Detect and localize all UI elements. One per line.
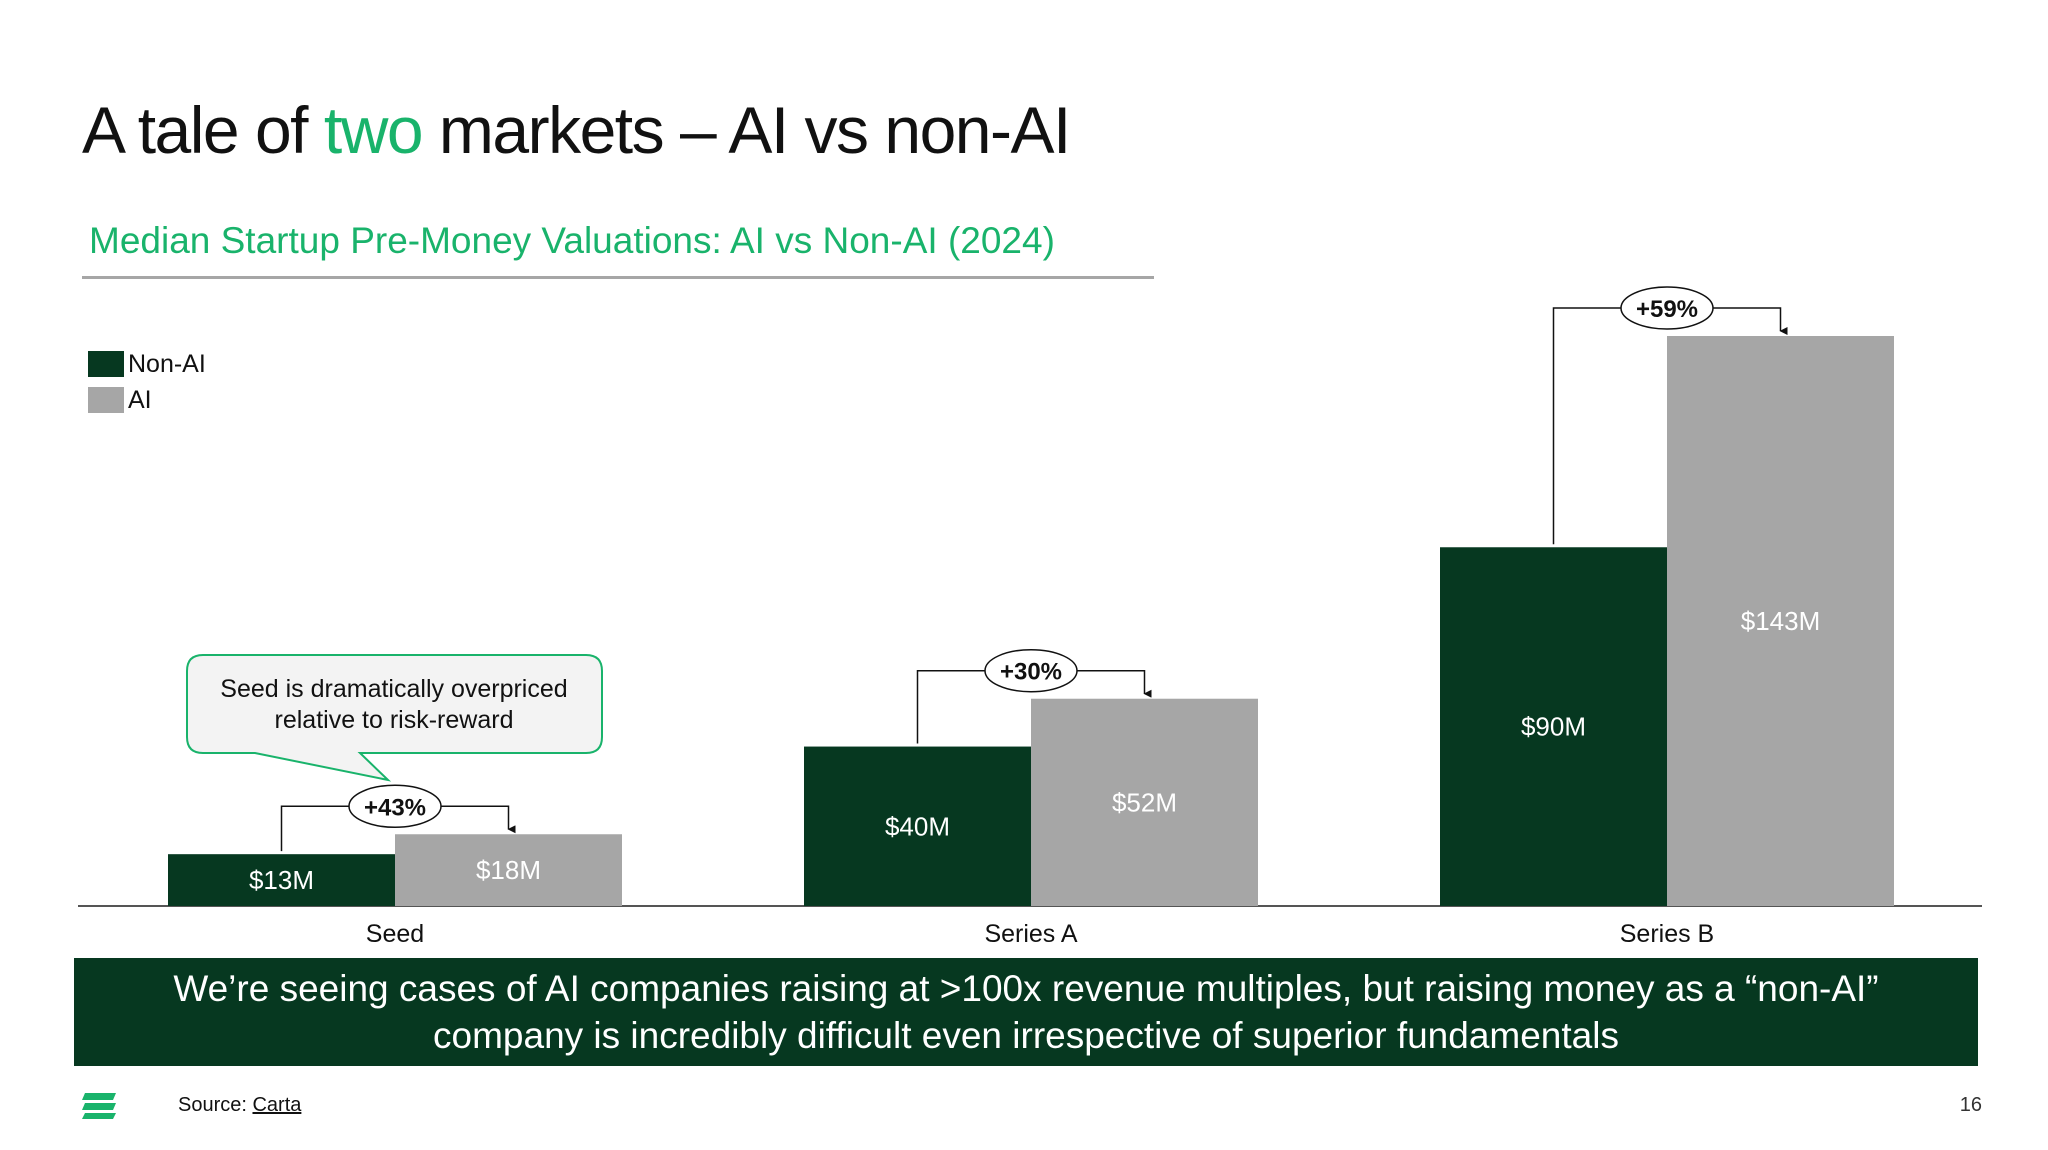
- source-note: Source: Carta: [178, 1094, 301, 1117]
- bar-non-ai-3: [1440, 547, 1667, 906]
- x-tick-label-3: Series B: [1620, 920, 1714, 948]
- key-message-line-1: We’re seeing cases of AI companies raisi…: [173, 968, 1879, 1009]
- growth-label-2: +30%: [1000, 659, 1062, 686]
- growth-label-1: +43%: [364, 794, 426, 821]
- bar-non-ai-2: [804, 746, 1031, 906]
- page-number: 16: [1959, 1094, 1982, 1116]
- growth-bubble-1: [348, 784, 442, 829]
- key-message-line-2: company is incredibly difficult even irr…: [433, 1015, 1619, 1056]
- title-accent-word: two: [323, 93, 424, 167]
- bar-ai-2: [1031, 698, 1258, 906]
- title-text-before: A tale of: [82, 93, 324, 167]
- x-tick-label-2: Series A: [984, 920, 1077, 948]
- bar-non-ai-1: [168, 854, 395, 906]
- slide-title: A tale of two markets – AI vs non-AI: [82, 92, 1071, 168]
- source-label: Source:: [178, 1094, 253, 1116]
- data-label-non-ai-3: $90M: [1521, 712, 1586, 742]
- growth-label-3: +59%: [1636, 296, 1698, 323]
- x-tick-label-1: Seed: [366, 920, 424, 948]
- key-message-banner: We’re seeing cases of AI companies raisi…: [74, 958, 1978, 1066]
- legend-swatch-ai: [88, 387, 124, 413]
- legend-label-ai: AI: [128, 385, 152, 414]
- title-text-after: markets – AI vs non-AI: [422, 93, 1071, 167]
- data-label-ai-1: $18M: [476, 855, 541, 885]
- key-message-text: We’re seeing cases of AI companies raisi…: [173, 965, 1878, 1059]
- data-label-ai-2: $52M: [1112, 787, 1177, 817]
- bar-chart: $13M $18M Seed +43% $40M $52M Series A +30% $90M…: [78, 286, 1982, 948]
- chart-title-rule: [82, 276, 1154, 279]
- carta-logo-icon: [82, 1093, 116, 1119]
- legend-swatch-non-ai: [88, 351, 124, 377]
- bar-ai-3: [1667, 336, 1894, 906]
- data-label-non-ai-1: $13M: [249, 865, 314, 895]
- chart-title: Median Startup Pre-Money Valuations: AI …: [89, 220, 1055, 261]
- annotation-line-1: Seed is dramatically overpriced: [220, 675, 567, 703]
- source-link[interactable]: Carta: [252, 1094, 302, 1116]
- legend-item-ai: AI: [88, 382, 206, 418]
- data-label-ai-3: $143M: [1741, 606, 1821, 636]
- bar-ai-1: [395, 834, 622, 906]
- growth-bubble-3: [1620, 286, 1714, 330]
- data-label-non-ai-2: $40M: [885, 811, 950, 841]
- growth-bubble-2: [984, 648, 1078, 693]
- legend-item-non-ai: Non-AI: [88, 346, 206, 382]
- legend-label-non-ai: Non-AI: [128, 349, 206, 378]
- annotation-line-2: relative to risk-reward: [275, 706, 514, 734]
- annotation-callout: [186, 654, 603, 782]
- chart-legend: Non-AI AI: [88, 346, 206, 418]
